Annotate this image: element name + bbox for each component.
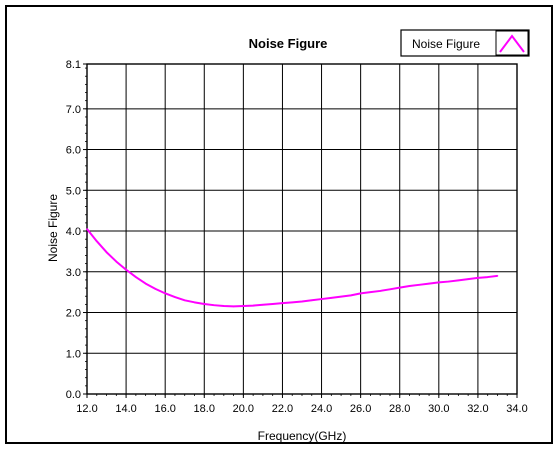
data-point: [262, 303, 264, 306]
x-tick-label: 30.0: [428, 403, 449, 415]
data-point: [457, 279, 460, 282]
data-point: [428, 282, 430, 285]
data-point: [418, 284, 421, 286]
x-tick-label: 28.0: [389, 403, 410, 415]
x-tick-label: 24.0: [311, 403, 332, 415]
data-point: [486, 276, 489, 278]
data-point: [105, 251, 108, 254]
y-tick-label: 2.0: [66, 308, 81, 320]
y-tick-label: 1.0: [66, 348, 81, 360]
data-point: [242, 305, 245, 307]
data-point: [389, 288, 391, 291]
data-point: [320, 298, 323, 300]
x-tick-label: 14.0: [115, 403, 136, 415]
legend-label: Noise Figure: [412, 37, 480, 51]
data-point: [379, 290, 381, 292]
y-tick-label: 7.0: [66, 104, 81, 116]
y-tick-label: 5.0: [66, 185, 81, 197]
data-point: [125, 268, 127, 271]
data-point: [252, 304, 254, 307]
legend: Noise Figure: [400, 29, 530, 57]
x-tick-label: 20.0: [233, 403, 254, 415]
data-point: [438, 281, 440, 284]
data-point: [477, 277, 479, 279]
data-point: [95, 240, 98, 243]
x-tick-label: 16.0: [154, 403, 175, 415]
x-tick-label: 18.0: [194, 403, 215, 415]
data-point: [271, 303, 274, 305]
data-point: [183, 299, 186, 302]
data-point: [164, 292, 166, 295]
data-point: [291, 301, 294, 304]
data-point: [447, 280, 450, 283]
y-tick-label: 3.0: [66, 267, 81, 279]
x-tick-label: 26.0: [350, 403, 371, 415]
data-point: [115, 260, 118, 263]
data-point: [350, 294, 352, 297]
y-tick-label: 0.0: [66, 389, 81, 401]
data-point: [301, 300, 303, 303]
y-tick-label: 8.1: [66, 59, 81, 71]
data-point: [330, 297, 333, 299]
data-point: [398, 286, 401, 289]
data-point: [467, 278, 469, 280]
data-point: [232, 305, 235, 308]
data-point: [203, 303, 206, 305]
plot-area: 12.0 14.0 16.0 18.0 20.0 22.0 24.0 26.0 28.0 30.0…: [66, 59, 528, 415]
legend-swatch: [499, 34, 525, 53]
data-point: [135, 276, 137, 278]
x-tick-label: 32.0: [467, 403, 488, 415]
data-point: [340, 295, 342, 298]
data-point: [86, 228, 88, 230]
x-tick-label: 22.0: [272, 403, 293, 415]
data-point: [281, 302, 284, 304]
data-point: [310, 299, 313, 302]
y-tick-label: 6.0: [66, 145, 81, 157]
data-point: [213, 304, 215, 306]
plot-background: [87, 64, 517, 394]
data-point: [359, 292, 362, 295]
y-axis-label: Noise Figure: [46, 194, 60, 262]
x-tick-label: 34.0: [506, 403, 527, 415]
data-point: [144, 282, 147, 285]
y-tick-label: 4.0: [66, 226, 81, 238]
x-tick-label: 12.0: [76, 403, 97, 415]
data-point: [154, 288, 157, 290]
data-point: [174, 296, 176, 298]
data-point: [193, 301, 196, 304]
data-point: [223, 305, 225, 307]
chart-title: Noise Figure: [249, 36, 328, 51]
x-axis-label: Frequency(GHz): [258, 429, 347, 443]
data-point: [496, 275, 499, 277]
data-point: [408, 285, 411, 287]
data-point: [369, 291, 372, 293]
